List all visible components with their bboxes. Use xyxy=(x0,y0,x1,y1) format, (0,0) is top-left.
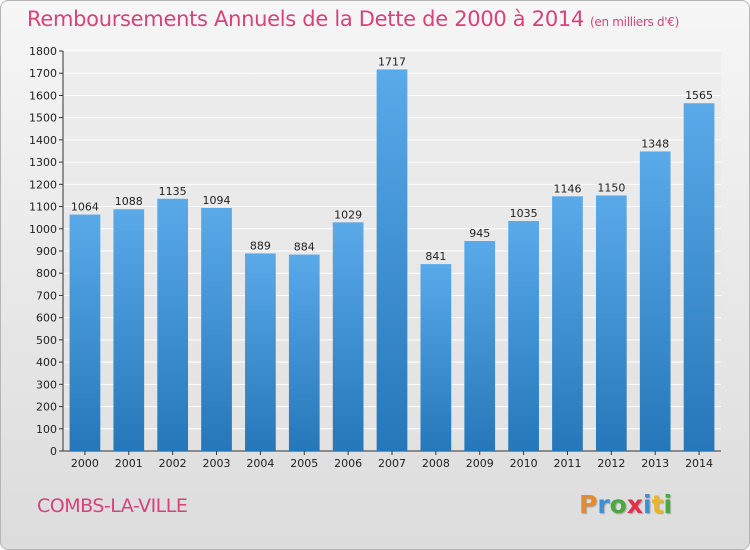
bar-2014 xyxy=(683,103,715,451)
x-tick-label: 2013 xyxy=(641,457,669,470)
x-tick-label: 2012 xyxy=(597,457,625,470)
logo-letter: i xyxy=(643,490,652,519)
chart-title-text: Remboursements Annuels de la Dette de 20… xyxy=(27,7,584,31)
x-tick-label: 2002 xyxy=(159,457,187,470)
data-label: 1064 xyxy=(71,201,99,214)
y-tick-label: 1800 xyxy=(29,45,57,58)
data-label: 945 xyxy=(469,227,490,240)
x-tick-label: 2000 xyxy=(71,457,99,470)
data-label: 1348 xyxy=(641,137,669,150)
chart-subtitle: (en milliers d'€) xyxy=(590,15,680,29)
x-tick-label: 2005 xyxy=(290,457,318,470)
logo-letter: x xyxy=(626,490,643,519)
logo-letter: P xyxy=(579,490,598,519)
data-labels: 1064 1088 1135 1094 889 884 1029 1717 841 945 1035… xyxy=(71,55,713,263)
data-label: 889 xyxy=(250,239,271,252)
x-tick-label: 2011 xyxy=(553,457,581,470)
data-label: 1565 xyxy=(685,89,713,102)
y-tick-label: 1600 xyxy=(29,89,57,102)
bar-2001 xyxy=(113,209,145,451)
y-tick-label: 1500 xyxy=(29,112,57,125)
y-tick-label: 500 xyxy=(36,334,57,347)
bar-2000 xyxy=(69,214,101,451)
data-label: 1088 xyxy=(115,195,143,208)
y-tick-label: 1100 xyxy=(29,201,57,214)
bar-2006 xyxy=(332,222,364,451)
x-tick-label: 2007 xyxy=(378,457,406,470)
x-tick-label: 2014 xyxy=(685,457,713,470)
chart-title: Remboursements Annuels de la Dette de 20… xyxy=(27,7,679,31)
bar-2008 xyxy=(420,264,452,451)
data-label: 1135 xyxy=(159,185,187,198)
bar-2003 xyxy=(201,207,232,451)
logo-letter: r xyxy=(597,490,610,519)
data-label: 1150 xyxy=(597,181,625,194)
y-tick-label: 100 xyxy=(36,423,57,436)
bar-2002 xyxy=(157,198,189,451)
bar-2011 xyxy=(552,196,583,451)
y-tick-label: 600 xyxy=(36,312,57,325)
logo-letter: t xyxy=(651,490,664,519)
x-tick-label: 2008 xyxy=(422,457,450,470)
y-tick-label: 1300 xyxy=(29,156,57,169)
data-label: 1146 xyxy=(553,182,581,195)
bar-2007 xyxy=(376,69,408,451)
y-tick-label: 700 xyxy=(36,289,57,302)
y-tick-label: 200 xyxy=(36,401,57,414)
x-tick-label: 2004 xyxy=(246,457,274,470)
x-tick-label: 2010 xyxy=(510,457,538,470)
x-tick-label: 2003 xyxy=(203,457,231,470)
bar-2012 xyxy=(595,195,627,451)
bar-2009 xyxy=(464,241,496,451)
proxiti-logo: Proxiti xyxy=(579,490,672,519)
data-label: 1094 xyxy=(203,194,231,207)
axes: 0 100 200 300 400 500 600 700 800 900 1000 1100 1200… xyxy=(29,45,721,470)
y-tick-label: 1200 xyxy=(29,178,57,191)
y-tick-label: 1000 xyxy=(29,223,57,236)
bar-2013 xyxy=(639,151,671,451)
y-tick-label: 1700 xyxy=(29,67,57,80)
data-label: 1035 xyxy=(510,207,538,220)
bar-2004 xyxy=(245,253,276,451)
city-name: COMBS-LA-VILLE xyxy=(37,495,188,517)
logo-letter: i xyxy=(663,490,673,519)
y-tick-label: 300 xyxy=(36,378,57,391)
data-label: 884 xyxy=(294,241,315,254)
y-tick-label: 800 xyxy=(36,267,57,280)
y-tick-label: 0 xyxy=(50,445,57,458)
y-tick-label: 1400 xyxy=(29,134,57,147)
bar-2005 xyxy=(288,254,320,451)
x-tick-label: 2001 xyxy=(115,457,143,470)
bars xyxy=(69,69,715,451)
x-tick-label: 2009 xyxy=(466,457,494,470)
data-label: 841 xyxy=(425,250,446,263)
bar-2010 xyxy=(508,221,539,451)
logo-letter: o xyxy=(609,490,627,519)
y-tick-label: 400 xyxy=(36,356,57,369)
data-label: 1029 xyxy=(334,208,362,221)
data-label: 1717 xyxy=(378,55,406,68)
y-tick-label: 900 xyxy=(36,245,57,258)
x-tick-label: 2006 xyxy=(334,457,362,470)
